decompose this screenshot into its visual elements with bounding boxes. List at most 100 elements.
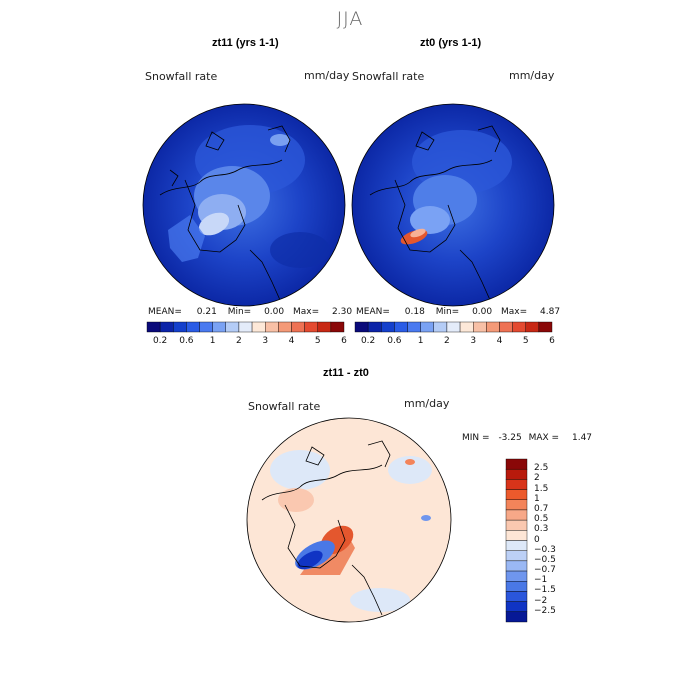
difference-swatch (505, 509, 528, 521)
colorbar-2-tick-label: 0.2 (360, 336, 376, 346)
colorbar-1-swatch (212, 321, 227, 333)
difference-swatch (505, 458, 528, 470)
difference-legend-label: −1.5 (534, 585, 556, 596)
colorbar-1-swatch (265, 321, 279, 333)
colorbar-2-swatch (394, 321, 408, 333)
panel-2-mean: 0.18 (404, 307, 425, 317)
difference-swatch (505, 468, 528, 480)
panel-1-stats: MEAN= 0.21 Min= 0.00 Max= 2.30 (148, 307, 352, 317)
colorbar-2-tick-label: 6 (549, 336, 555, 346)
colorbar-2-tick-label: 1 (417, 336, 424, 346)
colorbar-2-swatch (525, 321, 540, 333)
difference-min-label: MIN = (462, 433, 490, 443)
panel-2-title: zt0 (yrs 1-1) (420, 37, 482, 49)
colorbar-2-tick-label: 5 (522, 336, 529, 346)
colorbar-2-swatch (512, 321, 526, 333)
colorbar-1-swatch (238, 321, 253, 333)
panel-2-units: mm/day (509, 69, 555, 82)
difference-legend-label: 2.5 (534, 463, 549, 474)
colorbar-1-swatch (291, 321, 305, 333)
difference-variable: Snowfall rate (248, 400, 321, 413)
difference-min: -3.25 (498, 433, 522, 443)
difference-swatch (505, 560, 528, 572)
colorbar-1-swatch (186, 321, 200, 333)
colorbar-1-tick-label: 0.2 (152, 336, 168, 346)
difference-legend-label: 1 (534, 493, 540, 504)
panel-2-min-label: Min= (435, 307, 460, 317)
map-difference (247, 418, 451, 622)
difference-swatch (505, 570, 528, 582)
panel-1-units: mm/day (304, 69, 350, 82)
colorbar-1-tick-label: 1 (209, 336, 216, 346)
difference-legend-label: 0.7 (534, 503, 549, 514)
colorbar-1-tick-label: 6 (341, 336, 347, 346)
colorbar-1-tick-label: 3 (262, 336, 269, 346)
colorbar-2-swatch (499, 321, 513, 333)
panel-2-max: 4.87 (540, 307, 561, 317)
panel-2-stats: MEAN= 0.18 Min= 0.00 Max= 4.87 (356, 307, 560, 317)
difference-swatch (505, 479, 528, 490)
difference-legend-label: 0.5 (534, 514, 549, 525)
panel-1-title: zt11 (yrs 1-1) (212, 37, 279, 49)
difference-swatch (505, 550, 528, 562)
colorbar-2-swatch (420, 321, 434, 333)
panel-2-variable: Snowfall rate (352, 70, 425, 83)
colorbar-2-tick-label: 3 (470, 336, 477, 346)
panel-1-mean-label: MEAN= (148, 307, 182, 317)
colorbar-1-swatch (330, 321, 345, 333)
colorbar-1-tick-label: 2 (236, 336, 242, 346)
panel-2-min: 0.00 (472, 307, 493, 317)
colorbar-2-swatch (486, 321, 500, 333)
difference-minmax: MIN = -3.25 MAX = 1.47 (462, 433, 592, 443)
colorbar-1-swatch (146, 321, 161, 333)
difference-max: 1.47 (571, 433, 593, 443)
panel-2-mean-label: MEAN= (356, 307, 390, 317)
difference-swatch (505, 489, 528, 500)
difference-swatch (505, 540, 528, 551)
colorbar-1-swatch (173, 321, 187, 333)
colorbar-2-swatch (433, 321, 448, 333)
difference-swatch (505, 499, 528, 511)
difference-legend-label: −2.5 (534, 605, 556, 616)
colorbar-2-swatch (407, 321, 421, 333)
difference-legend-label: −2 (534, 595, 548, 606)
difference-legend-label: −1 (534, 575, 548, 586)
colorbar-2-swatch (473, 321, 487, 333)
difference-swatch (505, 530, 528, 541)
difference-legend-label: 2 (534, 473, 540, 484)
panel-1-min: 0.00 (264, 307, 285, 317)
difference-legend-label: 0 (534, 534, 540, 545)
difference-colorbar (505, 458, 528, 623)
colorbar-2-swatch (381, 321, 395, 333)
colorbar-1-swatch (159, 321, 174, 333)
season-title: JJA (336, 8, 364, 30)
colorbar-1-swatch (317, 321, 332, 333)
panel-2-max-label: Max= (501, 307, 528, 317)
panel-1-max: 2.30 (332, 307, 353, 317)
colorbar-panel-1 (146, 321, 345, 333)
panel-1-min-label: Min= (227, 307, 252, 317)
colorbar-1-swatch (278, 321, 292, 333)
difference-legend-label: −0.5 (534, 554, 556, 565)
difference-legend-label: 0.3 (534, 524, 549, 535)
difference-max-label: MAX = (528, 433, 560, 443)
colorbar-1-tick-label: 4 (288, 336, 295, 346)
colorbar-2-tick-label: 0.6 (387, 336, 402, 346)
difference-legend-label: −0.7 (534, 565, 556, 576)
colorbar-1-swatch (251, 321, 266, 333)
colorbar-2-swatch (459, 321, 474, 333)
difference-swatch (505, 591, 528, 602)
difference-units: mm/day (404, 397, 450, 410)
colorbar-1-swatch (225, 321, 240, 333)
difference-title: zt11 - zt0 (323, 367, 369, 379)
difference-legend-label: 1.5 (534, 483, 549, 494)
panel-1-mean: 0.21 (196, 307, 217, 317)
colorbar-2-tick-label: 4 (496, 336, 503, 346)
colorbar-1-swatch (304, 321, 318, 333)
colorbar-2-tick-label: 2 (444, 336, 450, 346)
colorbar-2-swatch (538, 321, 553, 333)
panel-1-variable: Snowfall rate (145, 70, 218, 83)
difference-legend-label: −0.3 (534, 544, 556, 555)
colorbar-1-swatch (199, 321, 213, 333)
